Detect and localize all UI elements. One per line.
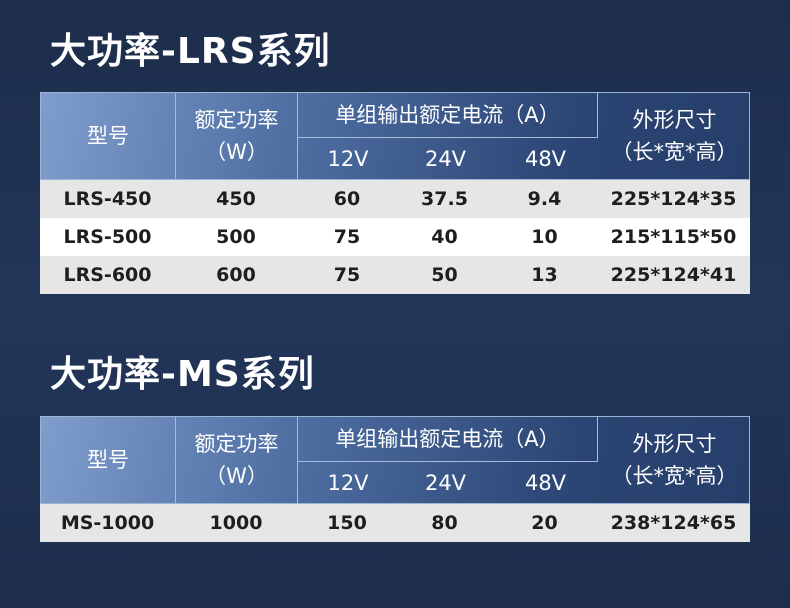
table-cell: LRS-600 — [63, 264, 152, 286]
header-power: 额定功率 （W） — [176, 93, 298, 179]
table-row: LRS-600 600 75 50 13 225*124*41 — [40, 256, 750, 294]
spec-table: 型号 额定功率 （W） 单组输出额定电流（A） 12V 24V 48V 外形尺寸 （长*宽*高）… — [40, 92, 750, 294]
table-cell: 225*124*35 — [610, 188, 737, 210]
table-cell: 1000 — [209, 512, 263, 534]
table-cell: 150 — [327, 512, 367, 534]
table-cell: 40 — [431, 226, 458, 248]
table-cell: MS-1000 — [60, 512, 155, 534]
header-power-label: 额定功率 — [194, 432, 279, 456]
table-cell: 60 — [333, 188, 361, 210]
table-cell: 75 — [333, 226, 361, 248]
table-cell: 50 — [431, 264, 458, 286]
header-size-dims: （长*宽*高） — [611, 140, 738, 164]
header-size-dims: （长*宽*高） — [611, 464, 738, 488]
table-cell: 238*124*65 — [610, 512, 737, 534]
table-cell: 75 — [333, 264, 361, 286]
table-header: 型号 额定功率 （W） 单组输出额定电流（A） 12V 24V 48V 外形尺寸 （长*宽*高） — [40, 92, 750, 180]
table-cell: 20 — [531, 512, 558, 534]
table-cell: 225*124*41 — [610, 264, 737, 286]
table-cell: LRS-450 — [63, 188, 152, 210]
header-current: 单组输出额定电流（A） — [298, 417, 598, 461]
table-cell: 10 — [531, 226, 558, 248]
table-cell: 37.5 — [421, 188, 468, 210]
table-cell: LRS-500 — [63, 226, 152, 248]
section-title: 大功率-LRS系列 — [50, 31, 331, 72]
table-header: 型号 额定功率 （W） 单组输出额定电流（A） 12V 24V 48V 外形尺寸 （长*宽*高） — [40, 416, 750, 504]
table-cell: 9.4 — [527, 188, 562, 210]
header-current: 单组输出额定电流（A） — [298, 93, 598, 137]
table-cell: 13 — [531, 264, 558, 286]
table-row: LRS-450 450 60 37.5 9.4 225*124*35 — [40, 180, 750, 218]
header-voltage: 12V — [298, 461, 398, 503]
table-cell: 80 — [431, 512, 458, 534]
table-row: MS-1000 1000 150 80 20 238*124*65 — [40, 504, 750, 542]
header-power-unit: （W） — [205, 140, 268, 164]
header-model: 型号 — [41, 417, 176, 503]
table-cell: 600 — [216, 264, 256, 286]
header-voltage: 48V — [493, 461, 598, 503]
header-size: 外形尺寸 （长*宽*高） — [598, 417, 751, 503]
header-voltage: 24V — [398, 137, 493, 179]
header-power-unit: （W） — [205, 464, 268, 488]
section-title: 大功率-MS系列 — [50, 354, 315, 395]
table-cell: 215*115*50 — [610, 226, 737, 248]
header-size-label: 外形尺寸 — [632, 108, 717, 132]
header-voltage: 48V — [493, 137, 598, 179]
header-model: 型号 — [41, 93, 176, 179]
header-size-label: 外形尺寸 — [632, 432, 717, 456]
header-power: 额定功率 （W） — [176, 417, 298, 503]
table-cell: 500 — [216, 226, 256, 248]
table-cell: 450 — [216, 188, 256, 210]
spec-table: 型号 额定功率 （W） 单组输出额定电流（A） 12V 24V 48V 外形尺寸 （长*宽*高）… — [40, 416, 750, 542]
header-power-label: 额定功率 — [194, 108, 279, 132]
header-voltage: 24V — [398, 461, 493, 503]
table-row: LRS-500 500 75 40 10 215*115*50 — [40, 218, 750, 256]
header-voltage: 12V — [298, 137, 398, 179]
header-size: 外形尺寸 （长*宽*高） — [598, 93, 751, 179]
